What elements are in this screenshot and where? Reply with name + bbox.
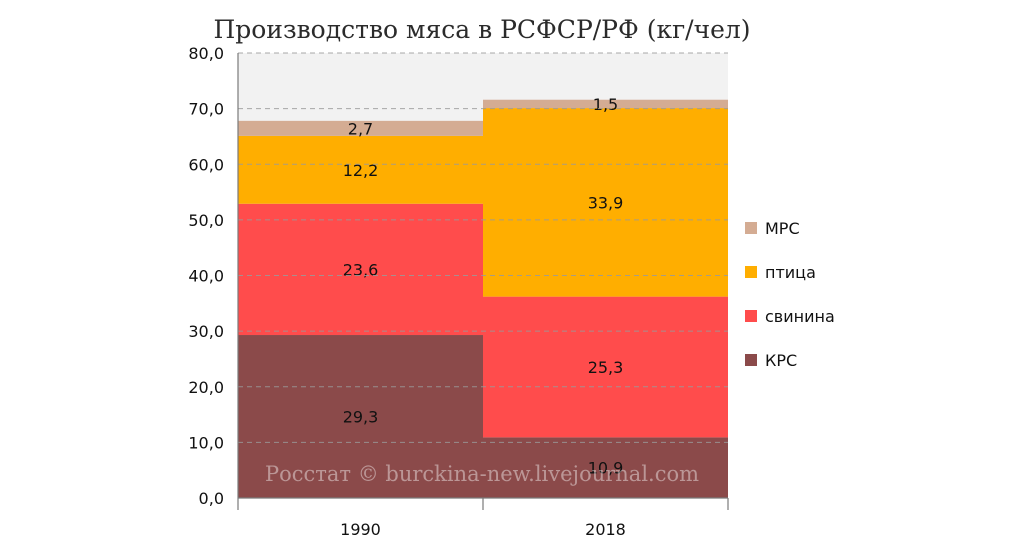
y-tick-label: 20,0 <box>188 378 224 397</box>
data-label-1990-КРС: 29,3 <box>343 408 379 427</box>
category-label-2018: 2018 <box>585 520 626 539</box>
legend-swatch-КРС <box>745 354 757 366</box>
data-label-1990-свинина: 23,6 <box>343 260 379 279</box>
bar-2018-птица <box>483 108 728 297</box>
legend-label-свинина: свинина <box>765 307 835 326</box>
plot-area: 29,3 23,6 12,2 2,7 1990 10,9 25,3 33,9 1,5 2018 0,… <box>188 44 729 539</box>
y-tick-label: 70,0 <box>188 100 224 119</box>
y-tick-label: 30,0 <box>188 322 224 341</box>
watermark: Росстат © burckina-new.livejournal.com <box>265 462 699 486</box>
y-tick-label: 80,0 <box>188 44 224 63</box>
legend: МРС птица свинина КРС <box>745 219 835 370</box>
bar-2018-свинина <box>483 296 728 438</box>
legend-swatch-МРС <box>745 222 757 234</box>
legend-label-КРС: КРС <box>765 351 797 370</box>
bar-1990-птица <box>238 135 483 204</box>
data-label-2018-птица: 33,9 <box>588 193 624 212</box>
data-label-2018-МРС: 1,5 <box>593 95 618 114</box>
bar-1990-МРС <box>238 120 483 136</box>
legend-swatch-свинина <box>745 310 757 322</box>
y-tick-label: 0,0 <box>199 489 224 508</box>
legend-label-МРС: МРС <box>765 219 800 238</box>
bar-2018-КРС <box>483 437 728 498</box>
data-label-2018-КРС: 10,9 <box>588 459 624 478</box>
legend-swatch-птица <box>745 266 757 278</box>
legend-label-птица: птица <box>765 263 816 282</box>
data-label-1990-птица: 12,2 <box>343 161 379 180</box>
y-tick-label: 40,0 <box>188 267 224 286</box>
data-label-1990-МРС: 2,7 <box>348 119 373 138</box>
y-tick-label: 10,0 <box>188 433 224 452</box>
y-tick-label: 50,0 <box>188 211 224 230</box>
data-label-2018-свинина: 25,3 <box>588 358 624 377</box>
bar-1990-свинина <box>238 203 483 336</box>
y-tick-label: 60,0 <box>188 155 224 174</box>
chart-title: Производство мяса в РСФСР/РФ (кг/чел) <box>213 15 750 44</box>
category-label-1990: 1990 <box>340 520 381 539</box>
bar-2018-МРС <box>483 99 728 109</box>
bar-1990-КРС <box>238 335 483 498</box>
